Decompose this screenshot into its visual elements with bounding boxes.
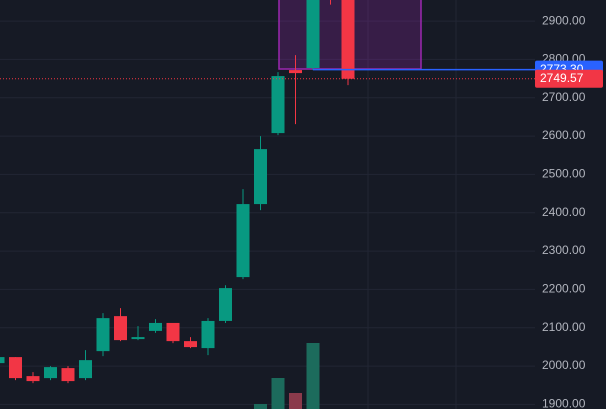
y-tick-label: 2400.00	[542, 205, 586, 219]
candle-body	[271, 76, 285, 134]
plot-area	[0, 0, 535, 409]
volume-bar	[271, 378, 285, 409]
y-tick-label: 1900.00	[542, 397, 586, 409]
candle-body	[201, 320, 215, 349]
candle-body	[96, 318, 110, 352]
candle-body	[44, 367, 57, 379]
candle-body	[254, 149, 267, 205]
candle-body	[166, 322, 180, 342]
candle-body	[0, 357, 5, 364]
volume-bar	[254, 404, 267, 409]
candle-body	[306, 0, 320, 69]
candle-body	[184, 341, 197, 348]
candle-body	[26, 376, 40, 382]
y-tick-label: 2900.00	[542, 13, 586, 27]
y-tick-label: 2700.00	[542, 90, 586, 104]
candle-body	[219, 288, 232, 321]
y-tick-label: 2300.00	[542, 243, 586, 257]
y-tick-label: 2200.00	[542, 282, 586, 296]
price-label: 2749.57	[540, 71, 584, 85]
candle-body	[341, 0, 355, 79]
grid	[0, 0, 535, 409]
candle-body	[289, 70, 302, 74]
price-axis: 1900.00 2000.00 2100.00 2200.00 2300.00 2400.…	[535, 13, 603, 409]
candle-body	[79, 360, 92, 379]
price-label-box	[535, 69, 603, 88]
candle-body	[149, 322, 162, 331]
candle-body	[114, 316, 127, 341]
candle-body	[131, 337, 145, 340]
volume-bar	[306, 343, 320, 409]
y-tick-label: 2100.00	[542, 320, 586, 334]
y-tick-label: 2500.00	[542, 167, 586, 181]
candle-body	[61, 368, 75, 382]
candle-body	[236, 204, 250, 278]
y-tick-label: 2600.00	[542, 128, 586, 142]
candle-body	[9, 357, 22, 379]
volume-bar	[289, 393, 302, 409]
y-tick-label: 2000.00	[542, 358, 586, 372]
